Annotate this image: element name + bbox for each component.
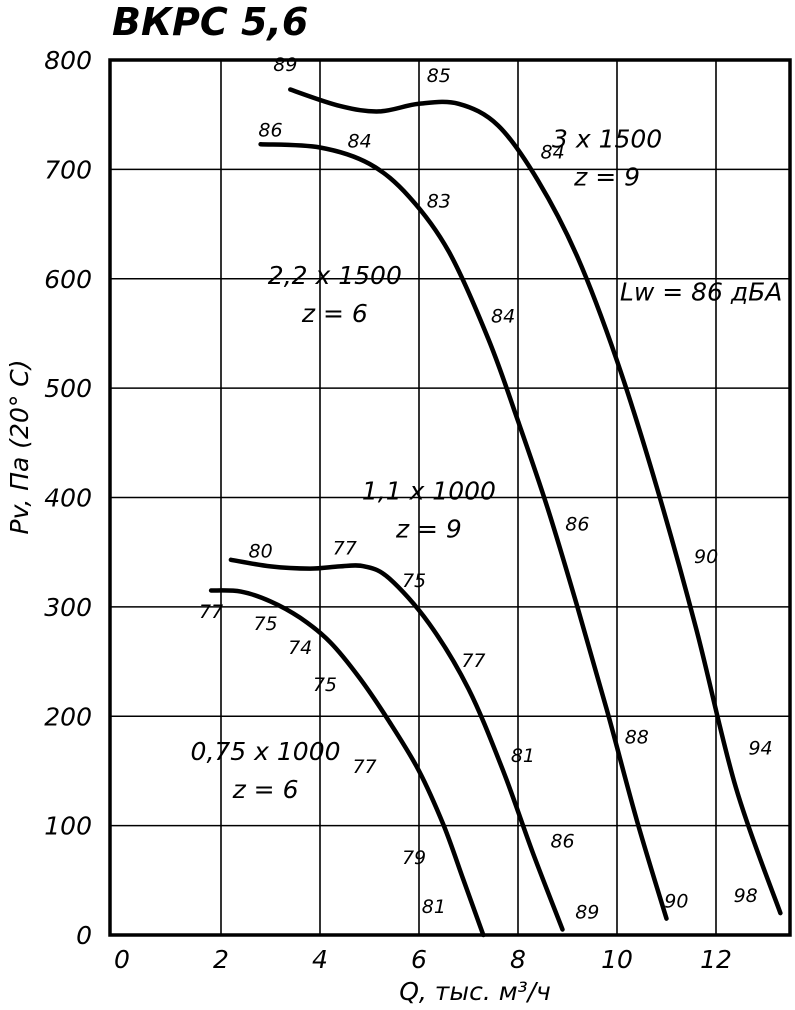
point-label: 81	[511, 745, 535, 767]
x-axis-label: Q, тыс. м³/ч	[399, 977, 551, 1006]
x-tick-label-0: 0	[114, 945, 130, 974]
annotation-line: 3 x 1500	[552, 125, 662, 154]
point-label: 89	[575, 902, 599, 924]
x-tick-label-4: 4	[312, 945, 328, 974]
curve-3	[258, 141, 669, 921]
x-tick-label-2: 2	[213, 945, 229, 974]
point-label: 90	[664, 891, 688, 913]
point-label: 77	[461, 650, 485, 672]
point-label: 86	[258, 120, 282, 142]
curve-1	[208, 588, 486, 938]
point-label: 94	[748, 738, 772, 760]
x-tick-label-10: 10	[601, 945, 633, 974]
point-label: 88	[625, 727, 649, 749]
point-label: 77	[352, 756, 376, 778]
annotation-line: 0,75 x 1000	[191, 737, 341, 766]
point-label: 83	[427, 191, 451, 213]
point-label: 77	[199, 601, 223, 623]
y-tick-label-0: 0	[76, 921, 92, 950]
point-label: 84	[348, 131, 372, 153]
y-tick-label-700: 700	[44, 155, 92, 184]
point-label: 75	[253, 613, 277, 635]
y-tick-label-400: 400	[44, 484, 92, 513]
point-label: 86	[565, 513, 589, 535]
point-label: 80	[249, 541, 273, 563]
annotation-line: z = 6	[232, 775, 299, 804]
point-label: 81	[422, 896, 446, 918]
y-tick-label-300: 300	[44, 593, 92, 622]
point-label: 86	[550, 831, 574, 853]
y-axis-label: Pv, Па (20° C)	[5, 359, 34, 534]
point-label: 75	[313, 674, 337, 696]
plot-frame	[108, 58, 792, 937]
annotation-line: 2,2 x 1500	[268, 261, 402, 290]
annotation-line: Lw = 86 дБА	[620, 278, 783, 307]
point-label: 98	[734, 885, 758, 907]
y-tick-label-200: 200	[44, 702, 92, 731]
grid	[110, 60, 790, 935]
chart-title: ВКРС 5,6	[112, 0, 308, 44]
x-tick-label-6: 6	[411, 945, 427, 974]
point-label: 84	[541, 141, 565, 163]
x-tick-label-8: 8	[510, 945, 526, 974]
y-tick-label-600: 600	[44, 265, 92, 294]
y-tick-label-800: 800	[44, 46, 92, 75]
point-label: 84	[491, 306, 515, 328]
curve-4	[288, 87, 783, 916]
annotations: 3 x 1500 z = 9 2,2 x 1500 z = 6 1,1 x 1000 z …	[191, 125, 783, 805]
point-label: 74	[288, 637, 312, 659]
x-tick-label-12: 12	[700, 945, 732, 974]
point-label: 89	[273, 54, 297, 76]
annotation-line: 1,1 x 1000	[362, 477, 496, 506]
y-tick-label-500: 500	[44, 374, 92, 403]
annotation-line: z = 6	[301, 299, 368, 328]
point-label: 90	[694, 546, 718, 568]
y-tick-label-100: 100	[44, 812, 92, 841]
curve-2	[228, 557, 565, 932]
point-label: 85	[427, 65, 451, 87]
curves	[208, 87, 783, 938]
axis-ticks: 0 100 200 300 400 500 600 700 800 0 2 4 6 8 10 12	[44, 46, 732, 974]
point-label: 79	[402, 847, 426, 869]
point-label: 75	[402, 570, 426, 592]
annotation-line: z = 9	[395, 515, 462, 544]
point-label: 77	[333, 537, 357, 559]
annotation-line: z = 9	[573, 163, 640, 192]
